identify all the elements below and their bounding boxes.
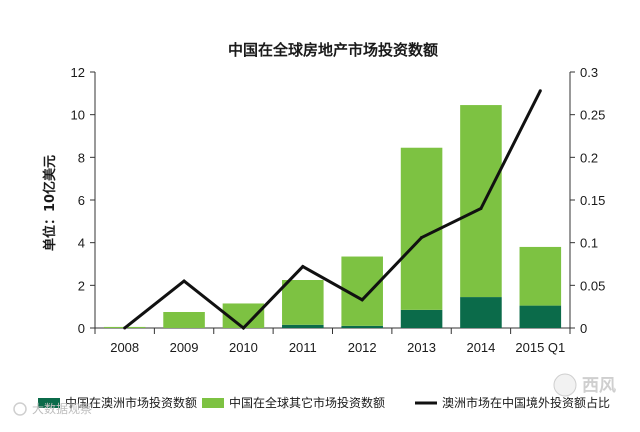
y2-tick-label: 0.1 xyxy=(580,236,598,251)
bar-segment xyxy=(519,305,562,328)
bar-segment xyxy=(460,297,502,328)
y2-tick-label: 0.2 xyxy=(580,150,598,165)
x-tick-label: 2012 xyxy=(348,340,377,355)
legend-label: 中国在全球其它市场投资数额 xyxy=(229,395,385,410)
x-tick-label: 2008 xyxy=(110,340,139,355)
y-tick-label: 12 xyxy=(71,65,85,80)
plot-area: 0 2 4 6 8 10 12 0 0.05 0.1 0.15 0.2 0.25 0.3 2008 2009 2… xyxy=(71,65,606,355)
line-point xyxy=(301,265,305,269)
x-tick-label: 2011 xyxy=(289,340,317,355)
y2-tick-label: 0.3 xyxy=(580,65,598,80)
x-tick-label: 2010 xyxy=(229,340,258,355)
y-tick-label: 2 xyxy=(78,278,85,293)
line-point xyxy=(123,326,127,330)
y-axis-label: 单位：10亿美元 xyxy=(42,155,58,251)
y2-tick-label: 0 xyxy=(580,321,587,336)
line-point xyxy=(538,89,542,93)
x-tick-label: 2013 xyxy=(407,340,436,355)
watermark-right-text: 西风 xyxy=(582,376,616,396)
line-point xyxy=(241,326,245,330)
line-point xyxy=(360,298,364,302)
watermark-left-text: 大数据观察 xyxy=(32,401,92,416)
y-tick-label: 0 xyxy=(78,321,85,336)
bar-segment xyxy=(163,312,205,328)
legend-label: 中国在澳洲市场投资数额 xyxy=(65,395,197,410)
bar-segment xyxy=(460,105,502,298)
chart-title: 中国在全球房地产市场投资数额 xyxy=(228,41,438,59)
line-point xyxy=(182,279,186,283)
bar-segment xyxy=(519,246,562,306)
y2-tick-label: 0.15 xyxy=(580,193,605,208)
bar-segment xyxy=(282,324,324,328)
y2-tick-label: 0.05 xyxy=(580,278,605,293)
x-tick-label: 2009 xyxy=(170,340,199,355)
watermark-left: 大数据观察 xyxy=(13,401,92,416)
bar-segment xyxy=(282,280,324,325)
line-point xyxy=(420,236,424,240)
bar-segment xyxy=(341,325,383,328)
watermark-right: 西风 xyxy=(553,373,616,397)
line-point xyxy=(479,207,483,211)
watermark-logo-icon xyxy=(13,402,27,416)
legend-label: 澳洲市场在中国境外投资额占比 xyxy=(442,395,610,410)
chat-bubble-icon xyxy=(553,373,577,397)
legend-swatch xyxy=(38,398,60,408)
y-tick-label: 8 xyxy=(78,150,85,165)
bar-segment xyxy=(400,147,443,310)
x-tick-label: 2014 xyxy=(466,340,495,355)
line-series xyxy=(123,90,542,331)
y2-tick-label: 0.25 xyxy=(580,108,605,123)
y-tick-label: 6 xyxy=(78,193,85,208)
legend: 中国在澳洲市场投资数额 中国在全球其它市场投资数额 澳洲市场在中国境外投资额占比 xyxy=(38,395,610,410)
bar-segment xyxy=(400,309,443,328)
legend-swatch xyxy=(202,398,224,408)
y-tick-label: 4 xyxy=(78,236,85,251)
x-tick-label: 2015 Q1 xyxy=(515,340,565,355)
y-tick-label: 10 xyxy=(71,108,85,123)
